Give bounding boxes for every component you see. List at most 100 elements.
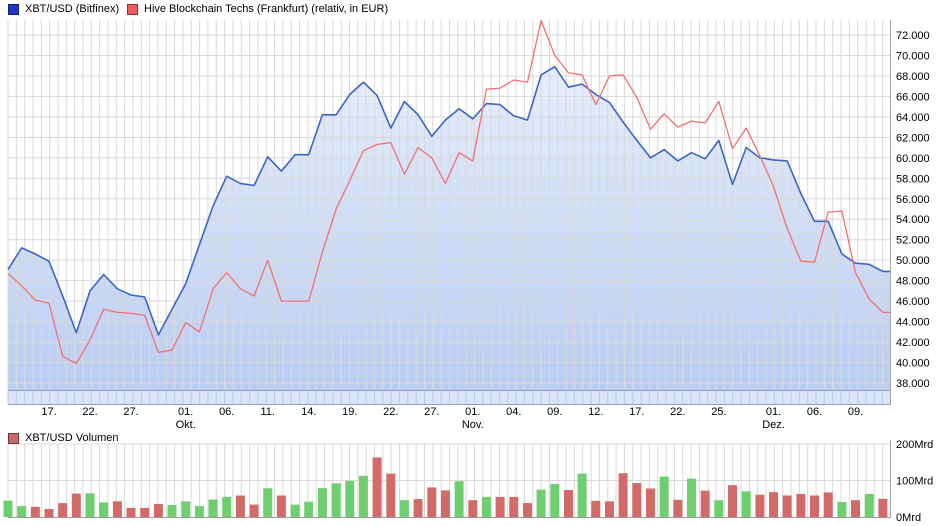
x-axis-label: 12. bbox=[588, 406, 603, 418]
y-axis-label: 64.000 bbox=[896, 112, 930, 124]
volume-bar bbox=[153, 503, 163, 517]
x-axis-label: 25. bbox=[711, 406, 726, 418]
volume-bar bbox=[3, 500, 13, 517]
volume-bar bbox=[304, 501, 314, 517]
volume-bar bbox=[331, 483, 341, 517]
volume-bar bbox=[632, 483, 642, 517]
volume-bar bbox=[454, 481, 464, 517]
x-axis-label: 01. bbox=[465, 406, 480, 418]
y-axis-label: 42.000 bbox=[896, 337, 930, 349]
volume-bar bbox=[85, 493, 95, 517]
volume-bar bbox=[413, 499, 423, 517]
price-line-xbtusd bbox=[7, 65, 890, 336]
volume-bar bbox=[276, 495, 286, 517]
volume-bar bbox=[536, 489, 546, 517]
volume-bar bbox=[714, 500, 724, 517]
volume-bar bbox=[263, 488, 273, 517]
legend-label-hive: Hive Blockchain Techs (Frankfurt) (relat… bbox=[144, 3, 389, 15]
y-axis-label: 66.000 bbox=[896, 91, 930, 103]
volume-bar bbox=[194, 506, 204, 517]
volume-bar bbox=[345, 480, 355, 517]
x-axis-label: 01. bbox=[766, 406, 781, 418]
volume-bar bbox=[659, 476, 669, 517]
x-axis-month-label: Okt. bbox=[176, 419, 196, 431]
volume-axis-label: 100Mrd bbox=[896, 476, 933, 488]
volume-bar bbox=[673, 499, 683, 517]
volume-bar bbox=[577, 473, 587, 517]
y-axis-label: 56.000 bbox=[896, 194, 930, 206]
x-axis-label: 22. bbox=[383, 406, 398, 418]
volume-axis-label: 0Mrd bbox=[896, 512, 921, 524]
volume-bar bbox=[605, 501, 614, 517]
volume-bar bbox=[769, 492, 778, 517]
volume-bar bbox=[208, 499, 218, 517]
volume-bar bbox=[782, 495, 792, 517]
y-axis-label: 72.000 bbox=[896, 30, 930, 42]
volume-bar bbox=[564, 490, 573, 517]
x-axis-label: 09. bbox=[848, 406, 863, 418]
volume-bar bbox=[181, 501, 191, 517]
legend-item-xbtusd: XBT/USD (Bitfinex) bbox=[8, 3, 119, 15]
volume-bar bbox=[30, 506, 40, 517]
volume-bar bbox=[864, 494, 874, 517]
volume-bar bbox=[755, 494, 765, 517]
volume-bar bbox=[440, 490, 450, 517]
volume-bar bbox=[167, 505, 177, 517]
x-axis-label: 06. bbox=[219, 406, 234, 418]
volume-bar bbox=[358, 475, 368, 517]
x-axis-label: 06. bbox=[807, 406, 822, 418]
volume-bar bbox=[399, 500, 409, 517]
volume-bar bbox=[372, 457, 382, 517]
volume-bar bbox=[646, 488, 655, 517]
legend-swatch-xbtusd-icon bbox=[8, 3, 19, 15]
volume-bar bbox=[728, 485, 737, 517]
volume-bar bbox=[810, 495, 819, 517]
x-axis-label: 22. bbox=[82, 406, 97, 418]
x-axis-label: 27. bbox=[424, 406, 439, 418]
volume-bar bbox=[468, 500, 478, 517]
volume-bar bbox=[700, 490, 710, 517]
volume-bar bbox=[17, 506, 27, 517]
legend-label-xbtusd: XBT/USD (Bitfinex) bbox=[25, 3, 120, 15]
y-axis-label: 60.000 bbox=[896, 153, 930, 165]
volume-bar bbox=[495, 496, 505, 517]
volume-bar bbox=[509, 496, 519, 517]
x-axis-month-label: Dez. bbox=[762, 419, 785, 431]
y-axis-label: 54.000 bbox=[896, 214, 930, 226]
volume-bar bbox=[222, 496, 232, 517]
x-axis-label: 09. bbox=[547, 406, 562, 418]
price-line-hive bbox=[7, 20, 890, 365]
x-axis-label: 22. bbox=[670, 406, 685, 418]
volume-bar bbox=[427, 487, 437, 517]
volume-bar bbox=[386, 473, 396, 517]
volume-bar bbox=[796, 494, 806, 517]
volume-bar bbox=[823, 492, 833, 517]
legend-swatch-volume-icon bbox=[8, 432, 19, 444]
volume-bar bbox=[44, 509, 54, 517]
volume-bar bbox=[71, 493, 81, 517]
volume-bar bbox=[591, 500, 601, 517]
volume-bar bbox=[140, 507, 150, 517]
volume-bar bbox=[235, 495, 245, 517]
volume-bar bbox=[687, 478, 696, 517]
volume-bar bbox=[481, 496, 491, 517]
legend-item-volume: XBT/USD Volumen bbox=[8, 432, 119, 444]
volume-bar bbox=[112, 501, 122, 517]
volume-axis-label: 200Mrd bbox=[896, 439, 933, 451]
volume-bar bbox=[618, 473, 628, 517]
volume-bar bbox=[837, 502, 847, 517]
volume-bar bbox=[58, 503, 68, 517]
x-axis-label: 04. bbox=[506, 406, 521, 418]
volume-bar bbox=[290, 504, 300, 517]
y-axis-label: 46.000 bbox=[896, 296, 930, 308]
volume-bar bbox=[851, 500, 860, 517]
volume-bar bbox=[550, 484, 560, 517]
volume-bar bbox=[741, 491, 751, 517]
x-axis-label: 27. bbox=[123, 406, 138, 418]
y-axis-label: 40.000 bbox=[896, 358, 930, 370]
x-axis-label: 11. bbox=[260, 406, 274, 418]
y-axis-label: 44.000 bbox=[896, 317, 930, 329]
volume-bar bbox=[126, 507, 136, 517]
